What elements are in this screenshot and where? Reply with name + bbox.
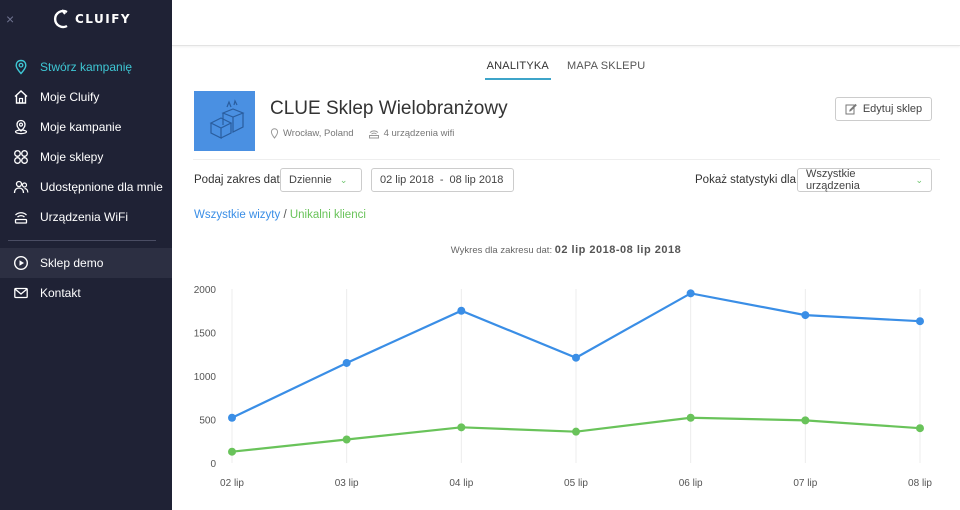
x-tick-label: 07 lip	[793, 478, 817, 489]
sidebar-item-label: Moje kampanie	[40, 120, 122, 134]
store-location: Wrocław, Poland	[270, 128, 354, 139]
chevron-down-icon: ⌄	[339, 174, 348, 185]
data-point	[342, 435, 351, 444]
sidebar-item-contact[interactable]: Kontakt	[0, 278, 172, 308]
x-tick-label: 08 lip	[908, 478, 932, 489]
x-tick-label: 03 lip	[335, 478, 359, 489]
mail-icon	[12, 285, 29, 302]
data-point	[572, 427, 580, 436]
store-meta: Wrocław, Poland 4 urządzenia wifi	[270, 128, 454, 139]
home-icon	[12, 89, 29, 106]
y-tick-label: 0	[210, 459, 216, 470]
data-point	[916, 424, 924, 433]
data-point	[916, 317, 924, 326]
store-thumbnail	[194, 91, 255, 151]
data-point	[342, 358, 351, 367]
data-point	[228, 447, 236, 456]
x-tick-label: 05 lip	[564, 478, 588, 489]
y-tick-label: 1500	[194, 329, 217, 340]
wifi-router-icon	[12, 209, 29, 226]
data-point	[572, 353, 580, 362]
tab-bar: ANALITYKA MAPA SKLEPU	[172, 56, 960, 80]
data-point	[686, 413, 695, 422]
sidebar-item-label: Kontakt	[40, 286, 81, 300]
legend-separator: /	[280, 209, 290, 221]
sidebar-item-shared[interactable]: Udostępnione dla mnie	[0, 172, 172, 202]
users-icon	[12, 179, 29, 196]
tab-store-map[interactable]: MAPA SKLEPU	[566, 60, 646, 72]
period-select[interactable]: Dziennie ⌄	[280, 168, 362, 192]
stats-for-label: Pokaż statystyki dla	[695, 174, 796, 186]
sidebar-item-my-campaigns[interactable]: Moje kampanie	[0, 112, 172, 142]
legend-unique-clients[interactable]: Unikalni klienci	[289, 209, 366, 221]
sidebar-item-label: Urządzenia WiFi	[40, 210, 129, 224]
edit-store-label: Edytuj sklep	[862, 103, 923, 115]
devices-value: Wszystkie urządzenia	[806, 168, 860, 192]
logo-icon	[54, 9, 68, 29]
chevron-down-icon: ⌄	[915, 174, 923, 185]
store-title: CLUE Sklep Wielobranżowy	[270, 98, 508, 119]
devices-select[interactable]: Wszystkie urządzenia ⌄	[797, 168, 932, 192]
date-range-label: Podaj zakres dat	[194, 174, 280, 186]
date-separator: -	[439, 174, 444, 186]
sidebar-item-label: Udostępnione dla mnie	[40, 180, 163, 194]
x-tick-label: 04 lip	[449, 478, 473, 489]
data-point	[457, 423, 466, 432]
date-from: 02 lip 2018	[380, 174, 434, 186]
sidebar-item-label: Stwórz kampanię	[40, 60, 133, 74]
line-chart: 0 500 1000 1500 2000 02 lip 03 lip 04 lip 05 lip…	[194, 285, 933, 489]
sidebar-item-demo-store[interactable]: Sklep demo	[0, 248, 172, 278]
date-to: 08 lip 2018	[449, 174, 504, 186]
x-tick-label: 02 lip	[220, 478, 244, 489]
chart-title-range: 02 lip 2018-08 lip 2018	[554, 244, 682, 256]
sidebar-item-my-cluify[interactable]: Moje Cluify	[0, 82, 172, 112]
router-icon	[368, 130, 379, 138]
store-boxes-icon	[209, 99, 245, 139]
close-icon[interactable]: ×	[6, 11, 15, 27]
sidebar: × CLUIFY Stwórz kampanię Moje Cluify Moj…	[0, 0, 172, 510]
sidebar-item-label: Moje sklepy	[40, 150, 104, 164]
chart-title: Wykres dla zakresu dat: 02 lip 2018-08 l…	[172, 244, 960, 256]
location-icon	[12, 119, 29, 136]
data-point	[457, 306, 466, 315]
edit-store-button[interactable]: Edytuj sklep	[835, 97, 932, 121]
sidebar-item-create-campaign[interactable]: Stwórz kampanię	[0, 52, 172, 82]
map-pin-icon	[12, 59, 29, 76]
y-tick-label: 2000	[194, 285, 217, 296]
logo[interactable]: CLUIFY	[52, 6, 131, 32]
date-range-picker[interactable]: 02 lip 2018 - 08 lip 2018	[371, 168, 514, 192]
sidebar-divider	[8, 240, 156, 241]
top-bar	[172, 0, 960, 46]
grid-icon	[12, 149, 29, 166]
y-tick-label: 1000	[194, 372, 217, 383]
sidebar-item-label: Moje Cluify	[40, 90, 100, 104]
data-point	[801, 416, 810, 425]
sidebar-item-label: Sklep demo	[40, 256, 104, 270]
chart-legend: Wszystkie wizyty / Unikalni klienci	[194, 209, 366, 221]
period-value: Dziennie	[289, 174, 332, 186]
legend-all-visits[interactable]: Wszystkie wizyty	[194, 209, 281, 221]
sidebar-item-my-stores[interactable]: Moje sklepy	[0, 142, 172, 172]
data-point	[686, 289, 695, 298]
x-tick-label: 06 lip	[679, 478, 703, 489]
data-point	[801, 311, 810, 320]
tab-analytics[interactable]: ANALITYKA	[484, 56, 551, 80]
data-point	[228, 413, 236, 422]
location-pin-icon	[270, 128, 279, 139]
edit-icon	[845, 103, 857, 115]
store-devices-text: 4 urządzenia wifi	[383, 128, 455, 139]
chart-title-prefix: Wykres dla zakresu dat:	[450, 245, 553, 256]
divider	[193, 159, 940, 160]
logo-text: CLUIFY	[75, 12, 132, 26]
y-tick-label: 500	[199, 416, 216, 427]
sidebar-item-wifi-devices[interactable]: Urządzenia WiFi	[0, 202, 172, 232]
store-location-text: Wrocław, Poland	[283, 128, 354, 139]
store-devices: 4 urządzenia wifi	[368, 128, 455, 139]
play-circle-icon	[12, 255, 29, 272]
